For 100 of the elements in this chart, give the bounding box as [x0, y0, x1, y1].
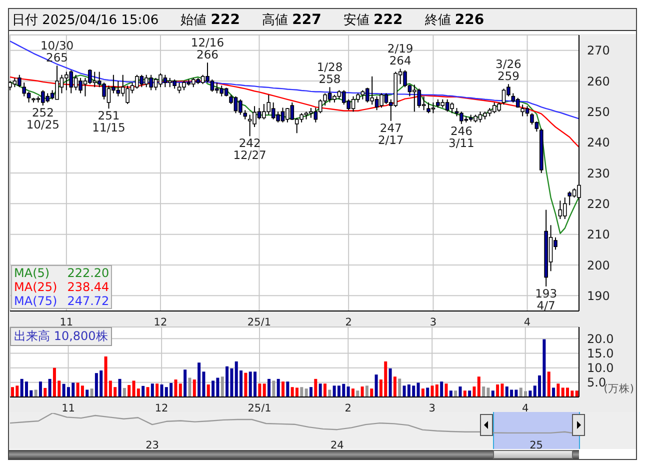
bar: [146, 387, 150, 397]
bar: [346, 386, 350, 397]
x-tick-label: 24: [330, 439, 344, 452]
annotation: 1/28 258: [316, 60, 343, 86]
annotation: 247 2/17: [378, 120, 404, 147]
text: 高値 227: [262, 10, 322, 28]
bar: [188, 378, 192, 397]
bar: [482, 386, 486, 397]
bar: [388, 368, 392, 397]
bar: [328, 390, 332, 397]
bar: [286, 382, 290, 397]
y-tick-label: 15.0: [587, 346, 614, 361]
bar: [477, 376, 480, 397]
y-tick-label: 230: [587, 166, 610, 180]
bar: [374, 374, 378, 397]
candlestick: [243, 110, 248, 120]
bar: [468, 390, 472, 397]
bar: [309, 387, 312, 397]
x-tick-label: 4: [522, 402, 530, 414]
bar: [547, 372, 550, 397]
bar: [90, 388, 94, 397]
bar: [262, 384, 266, 397]
bar: [556, 384, 560, 397]
bar: [258, 384, 262, 397]
bar: [421, 388, 424, 397]
bar: [449, 390, 452, 397]
bar: [491, 390, 494, 397]
bar: [323, 384, 326, 397]
bar: [192, 380, 196, 397]
bar: [178, 384, 182, 397]
candlestick: [562, 197, 567, 220]
chart-title: 日付 2025/04/16 15:06: [12, 12, 159, 28]
bar: [454, 390, 458, 397]
bar: [370, 388, 374, 397]
x-tick-label: 25: [530, 439, 544, 452]
chart-title: 出来高 10,800株: [10, 327, 112, 346]
bar: [458, 386, 462, 397]
text: 終値 226: [424, 10, 484, 28]
annotation: 242 12/27: [233, 136, 266, 162]
bar: [150, 384, 154, 397]
x-tick-label: 3: [430, 316, 437, 328]
x-tick-label: 4: [524, 316, 531, 328]
bar: [156, 384, 159, 397]
bar: [528, 390, 532, 397]
x-tick-label: 25/1: [248, 402, 272, 414]
x-tick-label: 11: [60, 316, 74, 328]
y-tick-label: 20.0: [587, 332, 614, 346]
bar: [463, 390, 466, 397]
bar: [440, 382, 444, 397]
text: MA(75) 247.72: [14, 294, 110, 308]
bar: [360, 386, 364, 397]
bar: [34, 390, 38, 397]
bar: [393, 376, 396, 397]
bar: [552, 388, 556, 397]
y-tick-label: 250: [587, 104, 610, 119]
bar: [444, 384, 448, 397]
text: MA(25) 238.44: [14, 280, 110, 294]
bar: [142, 386, 145, 397]
bar: [398, 378, 402, 397]
bar: [365, 386, 368, 397]
x-tick-label: 3: [428, 402, 436, 414]
annotation: 246 3/11: [448, 124, 474, 150]
bar: [268, 378, 271, 397]
bar: [426, 388, 430, 397]
bar: [220, 376, 224, 397]
bar: [304, 388, 308, 397]
annotation: 251 11/15: [92, 108, 126, 135]
bar: [318, 384, 322, 397]
text: 安値 222: [343, 10, 403, 28]
annotation: 193 4/7: [535, 286, 558, 312]
x-tick-label: 25/1: [247, 316, 272, 328]
y-tick-label: 260: [587, 74, 610, 88]
annotation: 10/30 265: [40, 38, 74, 65]
bar: [160, 384, 164, 397]
y-tick-label: 270: [587, 44, 610, 58]
bar: [244, 372, 248, 397]
bar: [86, 390, 89, 397]
annotation: 12/16 266: [190, 36, 224, 62]
bar: [122, 388, 126, 397]
bar: [212, 380, 215, 397]
bar: [472, 386, 476, 397]
bar: [356, 390, 360, 397]
x-tick-label: 2: [344, 402, 352, 414]
bar: [575, 390, 578, 397]
bar: [38, 382, 42, 397]
x-tick-label: 2: [345, 316, 352, 328]
bar: [80, 386, 84, 397]
bar: [416, 382, 420, 397]
annotation: 2/19 264: [387, 42, 414, 68]
candlestick: [22, 82, 26, 97]
text: MA(5) 222.20: [14, 266, 110, 280]
y-tick-label: 190: [587, 288, 610, 303]
bar: [435, 384, 438, 397]
x-tick-label: 11: [62, 402, 75, 414]
bar: [128, 385, 131, 397]
bar: [282, 382, 285, 397]
bar: [276, 378, 280, 397]
bar: [184, 370, 187, 397]
text: 始値 222: [180, 10, 240, 28]
y-tick-label: 200: [587, 258, 610, 272]
